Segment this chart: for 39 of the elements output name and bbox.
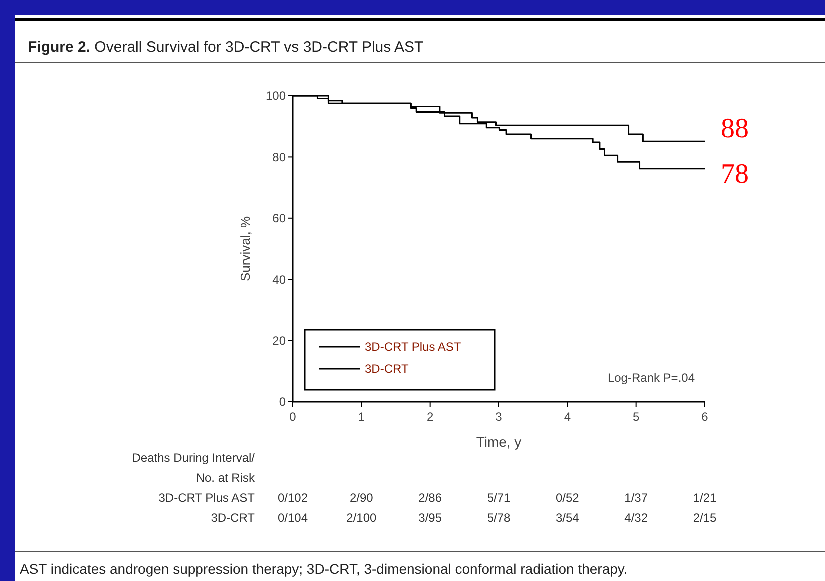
text: 2/86: [418, 491, 442, 505]
y-tick-label: 40: [272, 272, 286, 287]
x-tick-label: 5: [632, 410, 640, 424]
text: 5/78: [487, 511, 511, 525]
text: 3/95: [418, 511, 442, 525]
annotation: 78: [721, 158, 749, 190]
y-axis-title: Survival, %: [238, 216, 253, 282]
x-tick-label: 6: [702, 410, 709, 424]
text: 1/37: [624, 491, 648, 505]
text: 2/100: [346, 511, 378, 525]
text: 2/15: [693, 511, 717, 525]
x-tick-label: 0: [290, 410, 297, 424]
y-tick-label: 20: [272, 334, 286, 348]
chart-title: Figure 2. Overall Survival for 3D-CRT vs 3D-CRT Plus AST: [28, 39, 424, 56]
y-tick-label: 0: [279, 395, 286, 410]
annotation: Log-Rank P=.04: [608, 371, 696, 385]
x-tick-label: 4: [564, 410, 572, 424]
text: 2/90: [350, 491, 374, 505]
text: 0/104: [278, 511, 308, 525]
x-axis-title: Time, y: [476, 434, 522, 450]
y-tick-label: 80: [272, 150, 286, 164]
x-tick-label: 2: [426, 410, 434, 424]
text: 4/32: [624, 511, 648, 525]
legend-label: 3D-CRT Plus AST: [365, 340, 462, 354]
text: 3D-CRT: [211, 511, 256, 525]
legend-label: 3D-CRT: [365, 362, 410, 376]
text: Deaths During Interval/ No. at Risk: [132, 451, 256, 485]
text: 5/71: [487, 491, 511, 505]
annotation: 88: [721, 114, 749, 145]
text: 0/52: [556, 491, 580, 505]
text: 1/21: [693, 491, 717, 505]
y-tick-label: 60: [272, 212, 286, 226]
text: AST indicates androgen suppression therapy; 3D-CRT, 3-dimensional conformal radiation therapy.: [20, 561, 628, 577]
text: 3D-CRT Plus AST: [158, 491, 256, 505]
text: 0/102: [278, 491, 308, 505]
y-tick-label: 100: [266, 89, 286, 104]
text: 3/54: [556, 511, 580, 525]
x-tick-label: 3: [496, 410, 503, 424]
x-tick-label: 1: [358, 410, 366, 424]
